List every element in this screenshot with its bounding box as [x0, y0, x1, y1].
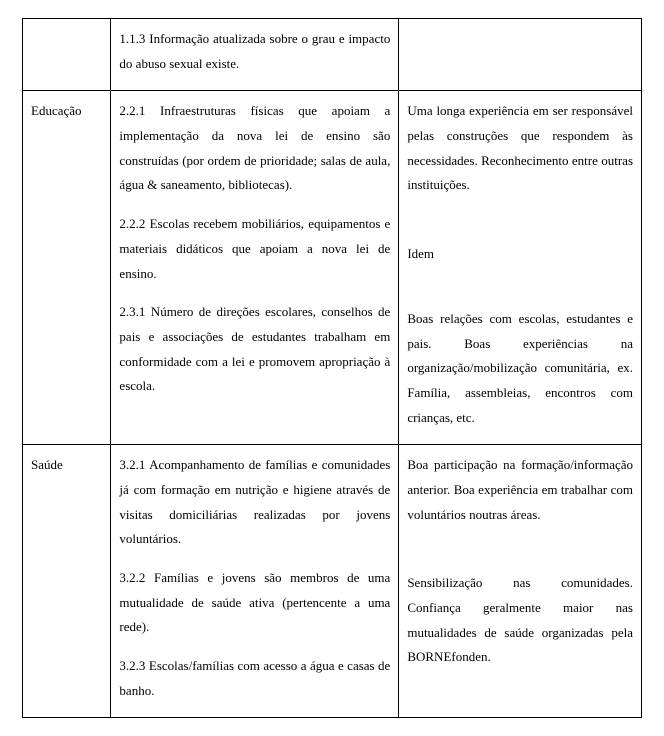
right-para: Uma longa experiência em ser responsável… [407, 99, 633, 198]
row-right [399, 19, 642, 91]
mid-para: 3.2.2 Famílias e jovens são membros de u… [119, 566, 390, 640]
mid-para: 1.1.3 Informação atualizada sobre o grau… [119, 27, 390, 76]
label-text: Educação [31, 103, 82, 118]
table-row: Saúde 3.2.1 Acompanhamento de famílias e… [23, 445, 642, 718]
page: 1.1.3 Informação atualizada sobre o grau… [0, 0, 664, 736]
mid-para: 2.3.1 Número de direções escolares, cons… [119, 300, 390, 399]
mid-para: 3.2.1 Acompanhamento de famílias e comun… [119, 453, 390, 552]
label-text: Saúde [31, 457, 63, 472]
table-row: 1.1.3 Informação atualizada sobre o grau… [23, 19, 642, 91]
row-right: Boa participação na formação/informação … [399, 445, 642, 718]
row-label: Educação [23, 91, 111, 445]
row-label [23, 19, 111, 91]
content-table: 1.1.3 Informação atualizada sobre o grau… [22, 18, 642, 718]
right-para: Sensibilização nas comunidades. Confianç… [407, 571, 633, 670]
mid-para: 2.2.1 Infraestruturas físicas que apoiam… [119, 99, 390, 198]
right-para: Boas relações com escolas, estudantes e … [407, 307, 633, 430]
row-label: Saúde [23, 445, 111, 718]
row-mid: 3.2.1 Acompanhamento de famílias e comun… [111, 445, 399, 718]
row-mid: 1.1.3 Informação atualizada sobre o grau… [111, 19, 399, 91]
row-mid: 2.2.1 Infraestruturas físicas que apoiam… [111, 91, 399, 445]
right-para: Idem [407, 242, 633, 267]
mid-para: 2.2.2 Escolas recebem mobiliários, equip… [119, 212, 390, 286]
table-row: Educação 2.2.1 Infraestruturas físicas q… [23, 91, 642, 445]
right-para: Boa participação na formação/informação … [407, 453, 633, 527]
row-right: Uma longa experiência em ser responsável… [399, 91, 642, 445]
mid-para: 3.2.3 Escolas/famílias com acesso a água… [119, 654, 390, 703]
